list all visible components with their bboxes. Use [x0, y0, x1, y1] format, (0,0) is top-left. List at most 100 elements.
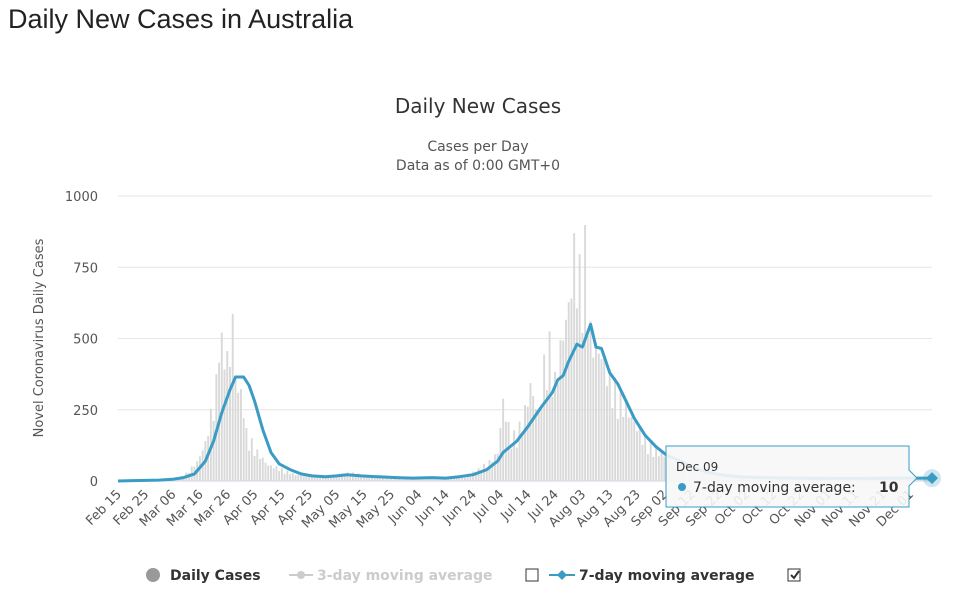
daily-cases-bar	[360, 475, 363, 481]
daily-cases-bar	[655, 447, 658, 481]
daily-cases-bar	[660, 452, 663, 481]
y-tick-label: 0	[90, 475, 98, 490]
y-tick-label: 750	[73, 261, 98, 276]
daily-cases-bar	[390, 477, 393, 481]
daily-cases-bar	[494, 454, 496, 481]
daily-cases-bar	[286, 470, 289, 481]
daily-cases-bar	[586, 335, 589, 481]
daily-cases-bar	[562, 340, 565, 481]
daily-cases-bar	[264, 462, 267, 481]
daily-cases-bar	[469, 473, 472, 481]
daily-cases-bar	[316, 475, 319, 481]
daily-cases-bar	[627, 417, 630, 481]
daily-cases-bar	[272, 468, 275, 481]
legend-daily-cases-label: Daily Cases	[170, 568, 261, 584]
daily-cases-bar	[256, 449, 259, 481]
daily-cases-bar	[570, 298, 573, 481]
daily-cases-bar	[644, 435, 647, 481]
daily-cases-bar	[332, 474, 335, 481]
daily-cases-bar	[920, 478, 923, 481]
daily-cases-bar	[474, 473, 477, 481]
legend: Daily Cases 3-day moving average 7-day mov…	[146, 568, 801, 584]
daily-cases-bar	[371, 475, 373, 481]
daily-cases-bar	[231, 313, 234, 481]
daily-cases-bar	[343, 475, 346, 481]
daily-cases-bar	[444, 478, 447, 481]
legend-7-day-checkbox[interactable]	[787, 568, 801, 582]
daily-cases-bar	[480, 471, 483, 481]
daily-cases-bar	[573, 233, 576, 481]
y-axis-title: Novel Coronavirus Daily Cases	[32, 238, 47, 437]
legend-3-day-checkbox[interactable]	[525, 568, 539, 582]
chart-subtitle-line-1: Cases per Day	[427, 139, 528, 155]
tooltip-series-dot	[678, 483, 686, 491]
daily-cases-bar	[532, 395, 535, 481]
daily-cases-bar	[362, 474, 365, 481]
daily-cases-bar	[341, 473, 343, 481]
daily-cases-bar	[365, 475, 368, 481]
daily-cases-bar	[581, 333, 584, 481]
daily-cases-bar	[302, 475, 305, 481]
legend-7-day-marker	[557, 570, 567, 580]
daily-cases-bar	[578, 254, 581, 481]
daily-cases-bar	[226, 351, 229, 481]
daily-cases-bar	[300, 475, 302, 481]
daily-cases-bar	[239, 388, 242, 481]
daily-cases-bar	[472, 471, 475, 481]
daily-cases-bar	[537, 410, 540, 481]
daily-cases-bar	[513, 430, 516, 481]
daily-cases-bar	[605, 386, 608, 481]
tooltip-date: Dec 09	[676, 460, 718, 474]
daily-cases-bar	[270, 465, 272, 481]
daily-cases-bar	[234, 375, 237, 481]
chart-subtitle-line-2: Data as of 0:00 GMT+0	[396, 158, 560, 174]
daily-cases-bar	[278, 471, 281, 481]
daily-cases-bar	[182, 477, 185, 481]
daily-cases-bar	[313, 477, 316, 481]
daily-cases-bar	[524, 405, 526, 481]
daily-cases-bar	[638, 428, 641, 481]
legend-3-day-label: 3-day moving average	[317, 568, 493, 584]
daily-cases-bar	[551, 396, 554, 481]
daily-cases-bar	[414, 478, 417, 481]
daily-cases-bar	[439, 477, 442, 481]
daily-cases-bar	[207, 435, 210, 481]
daily-cases-bar	[463, 474, 466, 481]
daily-cases-bar	[330, 475, 333, 481]
daily-cases-bar	[297, 474, 300, 481]
daily-cases-bar	[379, 477, 382, 481]
daily-cases-bar	[248, 450, 251, 481]
tooltip-box	[665, 445, 918, 508]
daily-cases-bar	[261, 457, 264, 481]
daily-cases-bar	[346, 472, 349, 481]
daily-cases-bar	[305, 475, 308, 481]
daily-cases-bar	[625, 402, 628, 481]
daily-cases-bar	[319, 477, 322, 481]
daily-cases-bar	[382, 475, 384, 481]
daily-cases-bar	[507, 422, 510, 481]
daily-cases-bar	[461, 475, 464, 481]
daily-cases-bar	[556, 384, 559, 481]
daily-cases-bar	[431, 477, 434, 481]
daily-cases-bar	[603, 356, 606, 481]
chart-title: Daily New Cases	[395, 94, 561, 118]
daily-cases-bar	[237, 392, 240, 481]
daily-cases-bar	[567, 302, 570, 481]
tooltip: Dec 09 7-day moving average: 10	[665, 445, 941, 508]
daily-cases-bar	[450, 478, 453, 481]
page-title: Daily New Cases in Australia	[8, 4, 354, 34]
checkmark-icon	[790, 570, 800, 580]
daily-cases-bar	[242, 418, 245, 481]
daily-cases-bar	[253, 455, 256, 481]
daily-cases-bar	[649, 441, 652, 481]
daily-cases-bar	[619, 389, 622, 481]
y-tick-label: 500	[73, 333, 98, 348]
daily-cases-bar	[657, 456, 660, 481]
daily-cases-bar	[220, 332, 223, 481]
daily-cases-bar	[646, 454, 649, 481]
y-tick-label: 250	[73, 404, 98, 419]
daily-cases-bar	[554, 371, 556, 481]
daily-cases-bar	[534, 408, 537, 481]
daily-cases-bar	[250, 438, 253, 481]
daily-cases-bar	[622, 416, 625, 481]
